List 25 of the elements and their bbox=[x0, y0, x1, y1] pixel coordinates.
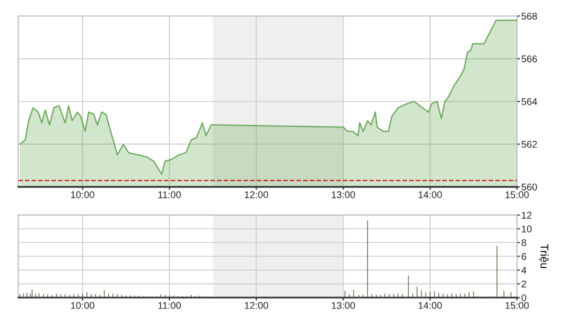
x-tick-label: 15:00 bbox=[506, 191, 529, 198]
y-tick-label: 560 bbox=[522, 184, 537, 190]
y-tick-label: 566 bbox=[522, 55, 537, 62]
x-tick-label: 14:00 bbox=[418, 302, 442, 309]
x-tick-label: 13:00 bbox=[332, 191, 355, 198]
y-axis-title: Triệu bbox=[538, 244, 549, 268]
x-tick-label: 12:00 bbox=[244, 302, 268, 309]
y-tick-label: 12 bbox=[522, 212, 532, 219]
y-tick-label: 6 bbox=[522, 253, 526, 260]
y-tick-label: 10 bbox=[522, 226, 532, 232]
x-tick-label: 11:00 bbox=[158, 191, 181, 198]
x-tick-label: 11:00 bbox=[158, 302, 181, 309]
y-tick-label: 564 bbox=[522, 98, 538, 106]
x-tick-label: 13:00 bbox=[332, 302, 355, 309]
y-tick-label: 0 bbox=[522, 294, 526, 302]
y-tick-label: 568 bbox=[522, 12, 537, 20]
x-tick-label: 10:00 bbox=[71, 302, 94, 309]
x-tick-label: 10:00 bbox=[71, 191, 94, 198]
y-tick-label: 4 bbox=[521, 266, 526, 274]
x-tick-label: 14:00 bbox=[418, 191, 442, 198]
x-tick-label: 12:00 bbox=[244, 191, 268, 198]
y-tick-label: 562 bbox=[522, 140, 537, 148]
y-tick-label: 8 bbox=[522, 239, 526, 246]
x-tick-label: 15:00 bbox=[506, 302, 529, 309]
y-tick-label: 2 bbox=[522, 280, 526, 288]
